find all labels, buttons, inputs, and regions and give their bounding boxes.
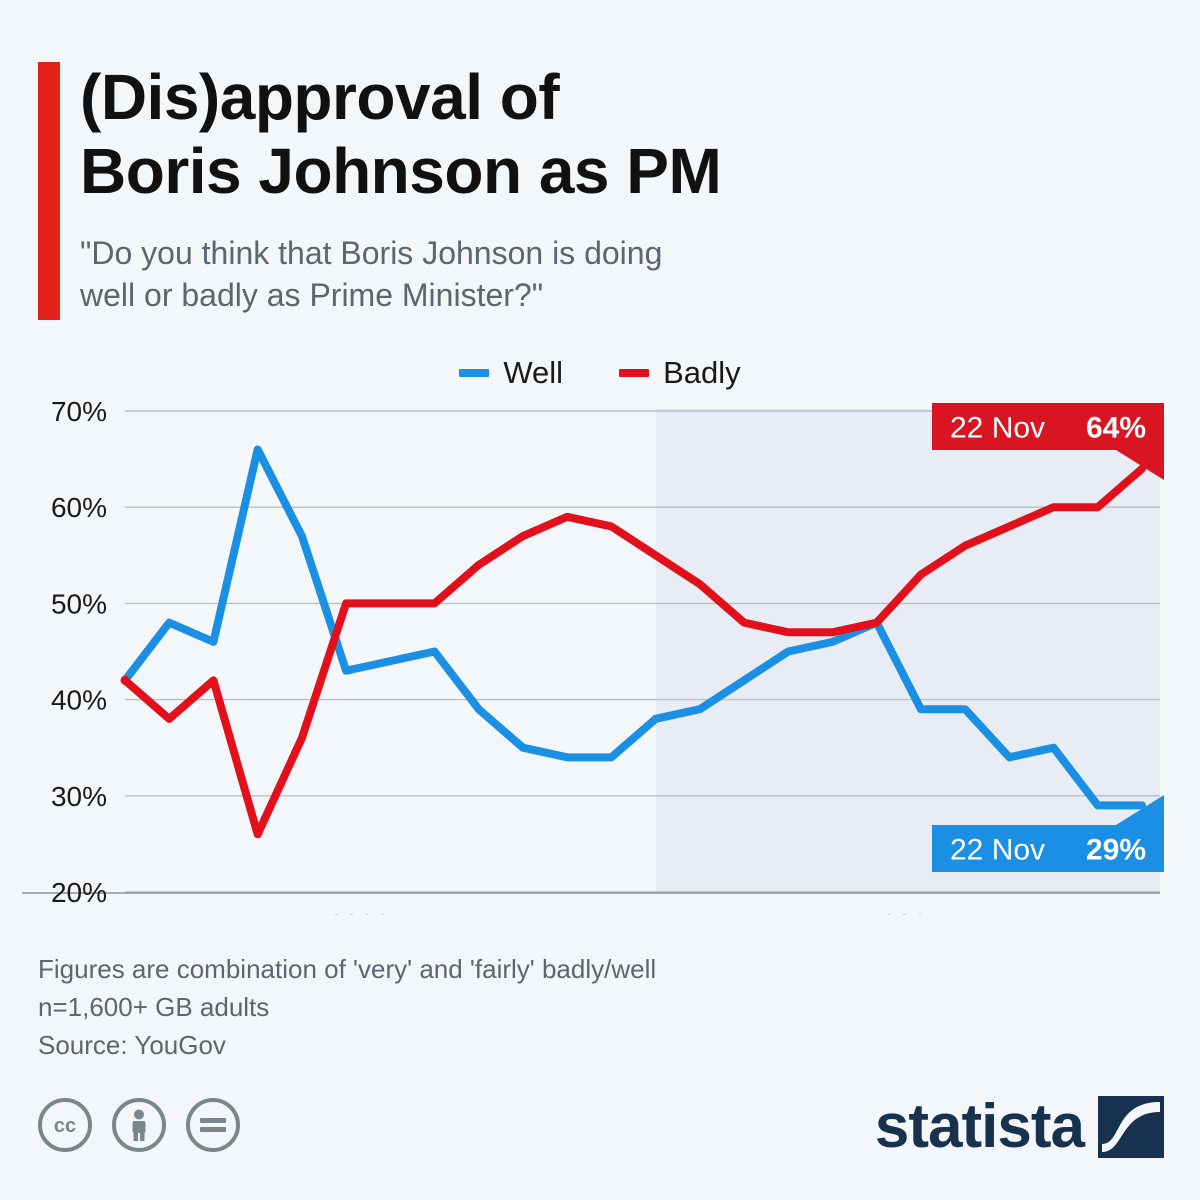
line-chart: 20%30%40%50%60%70% 20202021 22 Nov64%22 … xyxy=(0,395,1200,915)
source-line: Source: YouGov xyxy=(38,1030,226,1060)
y-tick-label-20: 20% xyxy=(51,877,107,908)
statista-mark-icon xyxy=(1098,1096,1164,1158)
legend-swatch-badly-icon xyxy=(619,369,650,377)
footnotes: Figures are combination of 'very' and 'f… xyxy=(38,950,938,1064)
cc-by-person-icon[interactable] xyxy=(112,1098,166,1152)
title-line-2: Boris Johnson as PM xyxy=(80,135,722,207)
data-callouts: 22 Nov 64% 22 Nov 29% xyxy=(932,403,1164,872)
page-subtitle: "Do you think that Boris Johnson is doin… xyxy=(80,232,930,316)
well-callout-pointer-icon xyxy=(1116,795,1164,825)
well-callout[interactable]: 22 Nov 29% xyxy=(932,795,1164,872)
y-axis-labels: 20% 30% 40% 50% 60% 70% xyxy=(51,396,107,908)
svg-text:cc: cc xyxy=(54,1115,76,1137)
badly-callout-value: 64% xyxy=(1086,412,1146,445)
x-tick-label-2021: 2021 xyxy=(881,909,943,915)
gridlines xyxy=(22,410,1160,894)
chart-legend: Well Badly xyxy=(0,352,1200,394)
badly-callout-pointer-icon xyxy=(1116,450,1164,480)
y-tick-label-30: 30% xyxy=(51,781,107,812)
legend-item-badly[interactable]: Badly xyxy=(619,355,741,391)
legend-label-badly: Badly xyxy=(663,355,741,390)
legend-label-well: Well xyxy=(503,355,564,390)
badly-callout-bg xyxy=(932,403,1164,450)
footnote-line-2: n=1,600+ GB adults xyxy=(38,992,270,1022)
well-callout-bg xyxy=(932,825,1164,872)
legend-swatch-well-icon xyxy=(459,369,490,377)
badly-callout[interactable]: 22 Nov 64% xyxy=(932,403,1164,480)
well-callout-value: 29% xyxy=(1086,834,1146,867)
x-tick-label-2020: 2020 xyxy=(328,909,390,915)
footnote-line-1: Figures are combination of 'very' and 'f… xyxy=(38,954,657,984)
subtitle-line-2: well or badly as Prime Minister?" xyxy=(80,277,544,313)
y-tick-label-40: 40% xyxy=(51,685,107,716)
badly-callout-date: 22 Nov xyxy=(950,412,1045,445)
y-tick-label-50: 50% xyxy=(51,588,107,619)
y-tick-label-60: 60% xyxy=(51,492,107,523)
x-axis-labels: 2020 2021 xyxy=(328,909,943,915)
shaded-region-2021 xyxy=(655,409,1160,892)
series-start-dot-badly xyxy=(120,675,130,685)
data-series xyxy=(120,445,1146,839)
legend-item-well[interactable]: Well xyxy=(459,355,563,391)
page-title: (Dis)approval of Boris Johnson as PM xyxy=(80,60,1140,208)
cc-icon[interactable]: cc xyxy=(38,1098,92,1152)
series-line-badly xyxy=(121,464,1146,839)
statista-wordmark: statista xyxy=(874,1092,1085,1161)
series-line-well xyxy=(121,445,1146,810)
y-tick-label-70: 70% xyxy=(51,396,107,427)
subtitle-line-1: "Do you think that Boris Johnson is doin… xyxy=(80,235,663,271)
title-line-1: (Dis)approval of xyxy=(80,61,560,133)
well-callout-date: 22 Nov xyxy=(950,834,1045,867)
accent-bar xyxy=(38,62,60,320)
shade-rect-2021 xyxy=(655,409,1160,892)
infographic-header: (Dis)approval of Boris Johnson as PM "Do… xyxy=(0,0,1200,330)
creative-commons-badges: cc xyxy=(38,1098,240,1152)
statista-logo[interactable]: statista xyxy=(875,1096,1164,1158)
cc-nd-equals-icon[interactable] xyxy=(186,1098,240,1152)
chart-canvas: 20%30%40%50%60%70% 20202021 22 Nov64%22 … xyxy=(22,396,1164,915)
